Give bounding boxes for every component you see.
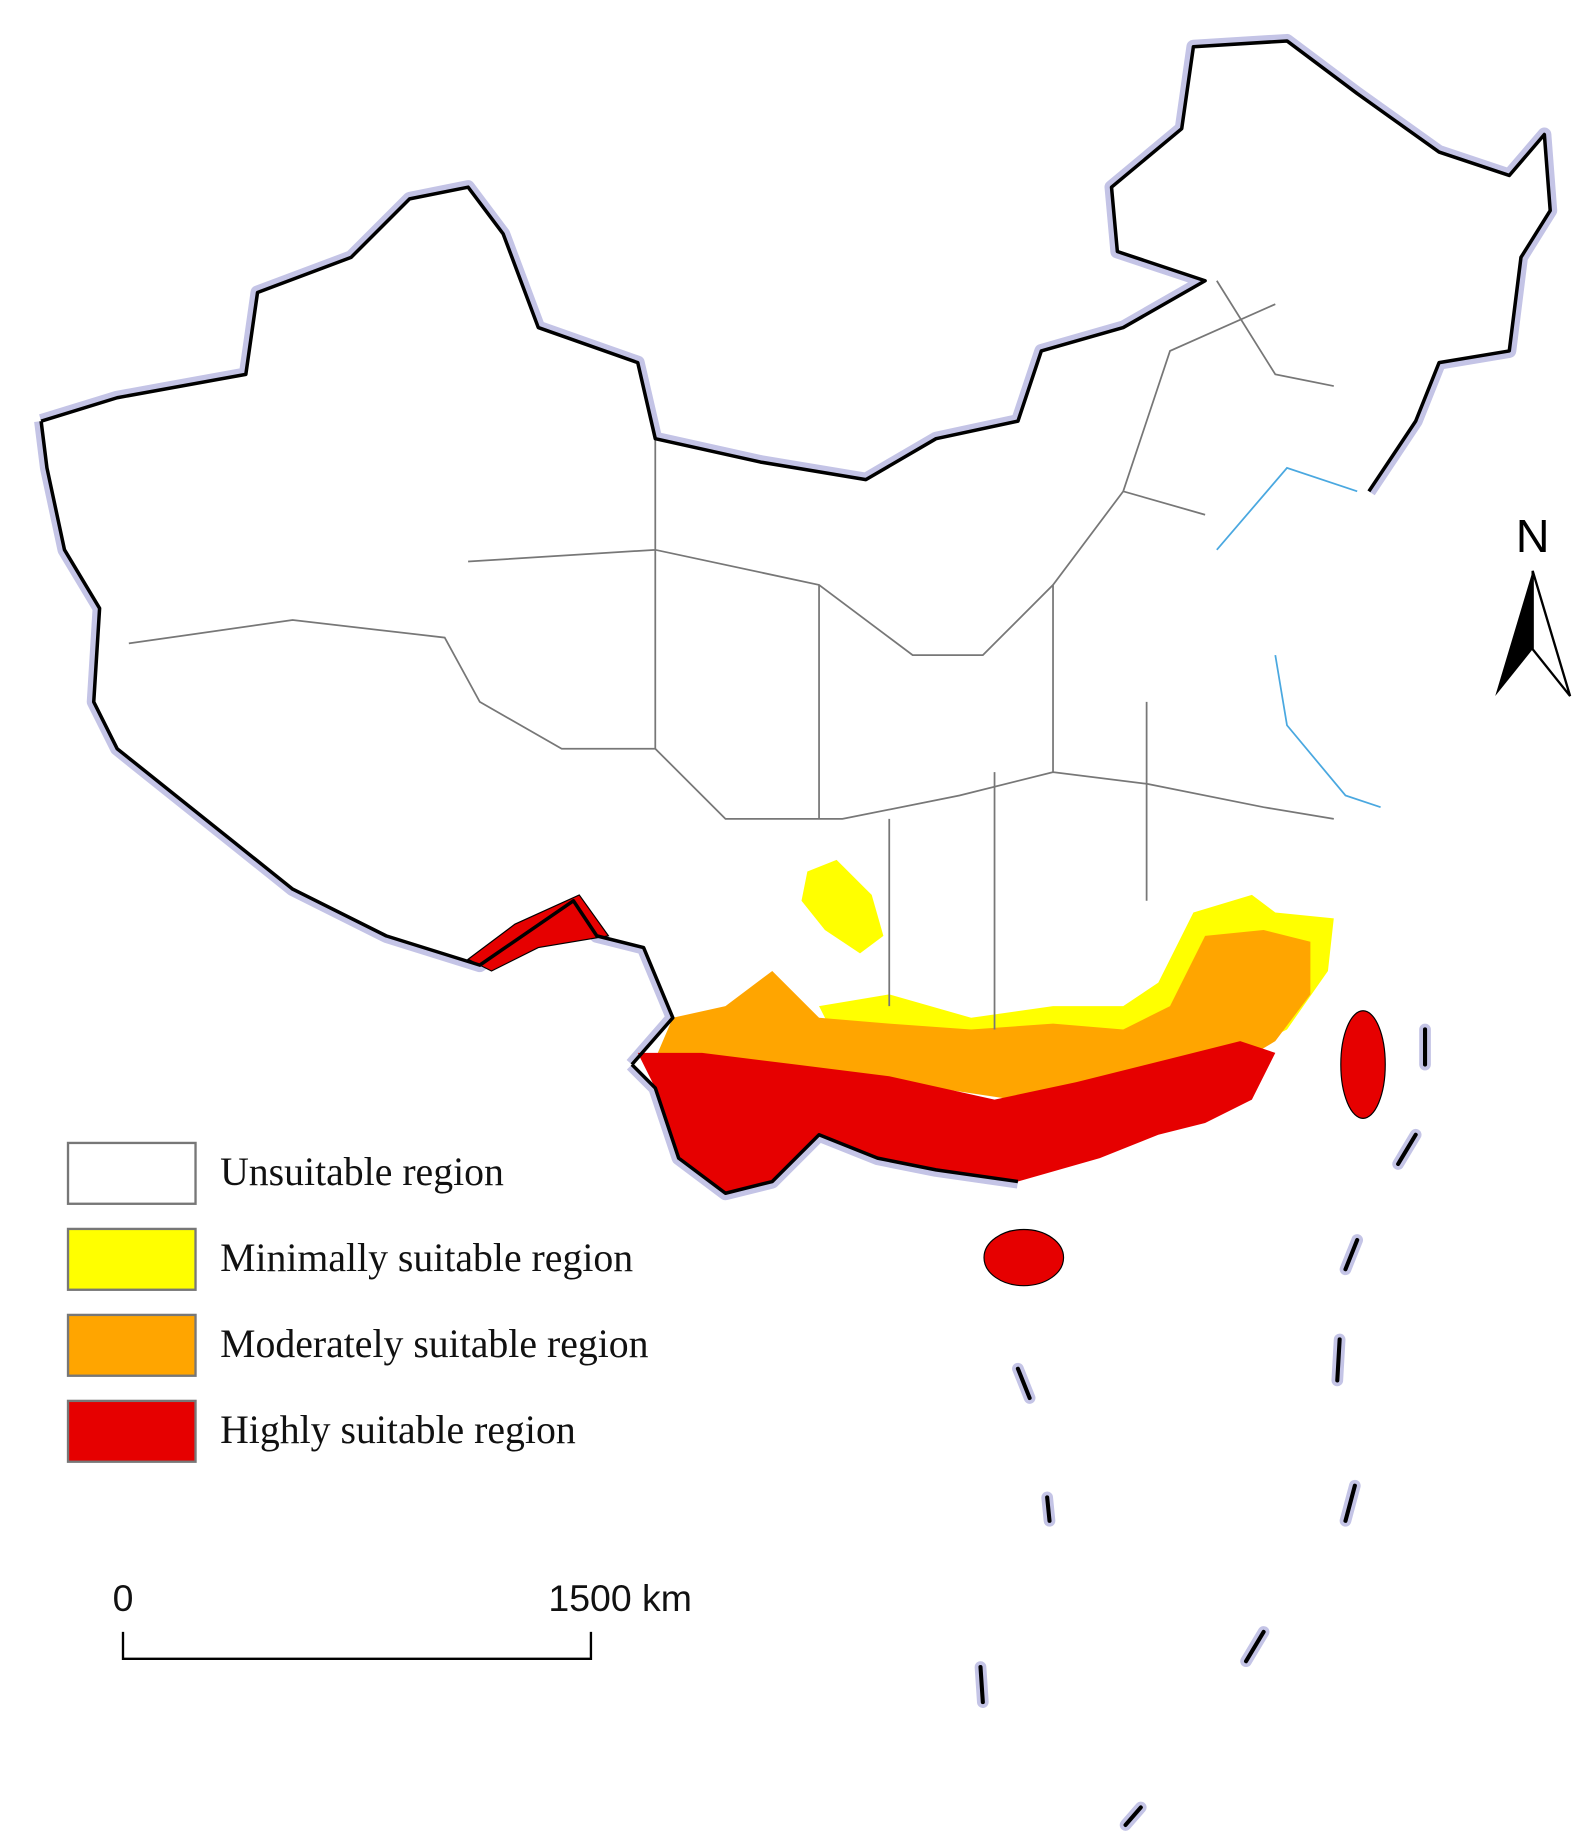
legend-label: Minimally suitable region xyxy=(220,1236,633,1280)
arrow-right xyxy=(1531,570,1572,697)
legend-swatch xyxy=(66,1141,197,1205)
country-border xyxy=(39,39,1552,1195)
zone-minimal xyxy=(801,859,884,954)
legend: Unsuitable region Minimally suitable regi… xyxy=(66,1141,649,1463)
province-borders xyxy=(128,280,1381,1030)
zone-moderate xyxy=(655,930,1311,1106)
scale-label: 1500 km xyxy=(548,1577,692,1619)
north-arrow: N xyxy=(1495,510,1572,697)
scale-bar: 0 1500 km xyxy=(113,1577,692,1661)
nine-dash-line xyxy=(974,1023,1431,1831)
legend-swatch xyxy=(66,1227,197,1291)
country-area xyxy=(41,40,1551,1194)
legend-swatch xyxy=(66,1313,197,1377)
north-label: N xyxy=(1516,510,1550,562)
arrow-left xyxy=(1495,570,1533,697)
scale-label: 0 xyxy=(113,1577,134,1619)
hainan xyxy=(983,1228,1065,1287)
taiwan xyxy=(1340,1010,1386,1119)
legend-label: Unsuitable region xyxy=(220,1150,504,1194)
zone-high xyxy=(466,894,610,972)
legend-swatch xyxy=(66,1399,197,1463)
scale-line xyxy=(121,1631,593,1661)
legend-label: Moderately suitable region xyxy=(220,1322,649,1366)
country xyxy=(34,33,1558,1831)
legend-label: Highly suitable region xyxy=(220,1408,576,1452)
